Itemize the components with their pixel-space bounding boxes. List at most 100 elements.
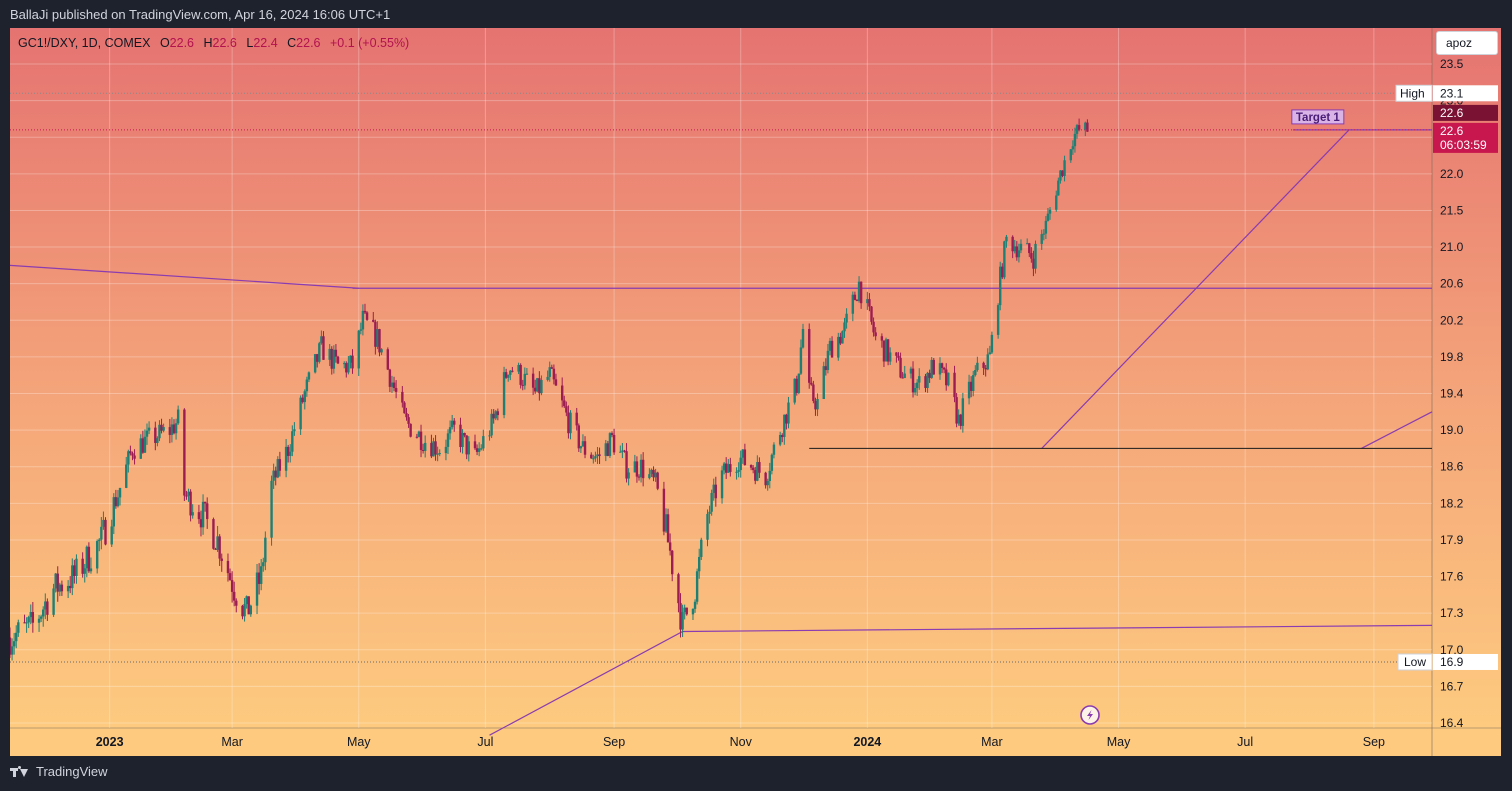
candle-body xyxy=(1019,243,1023,251)
candle-body xyxy=(1057,180,1060,196)
candle-body xyxy=(85,546,89,569)
candle-body xyxy=(421,450,425,452)
candle-body xyxy=(264,537,267,563)
candle-body xyxy=(828,340,832,351)
y-tick-label: 16.7 xyxy=(1440,679,1464,693)
candle-body xyxy=(754,470,757,481)
candle-body xyxy=(691,608,695,615)
candle-body xyxy=(563,400,566,407)
candle-body xyxy=(540,379,543,394)
candle-body xyxy=(982,362,985,368)
candle-body xyxy=(403,402,406,414)
candle-body xyxy=(343,363,346,365)
candle-body xyxy=(176,409,180,424)
candle-body xyxy=(376,329,379,347)
candle-body xyxy=(432,441,435,457)
candle-body xyxy=(459,424,462,447)
candle-body xyxy=(110,526,113,545)
candle-body xyxy=(480,448,483,450)
candle-body xyxy=(552,368,556,380)
candle-body xyxy=(334,349,338,357)
candle-body xyxy=(895,352,898,356)
candle-body xyxy=(83,568,86,574)
candle-body xyxy=(913,388,917,393)
legend-open: 22.6 xyxy=(169,36,195,50)
time-axis[interactable]: 2023 Mar May Jul Sep Nov 2024 Mar May Jul Sep xyxy=(96,735,1385,749)
candle-body xyxy=(461,432,464,447)
candle-body xyxy=(409,423,412,437)
candle-body xyxy=(81,558,84,574)
candle-body xyxy=(772,444,776,455)
candle-body xyxy=(706,513,709,540)
candle-body xyxy=(662,488,666,532)
candle-body xyxy=(679,603,682,630)
candle-body xyxy=(1040,234,1043,244)
candle-body xyxy=(496,411,500,416)
candle-body xyxy=(988,352,992,355)
price-chart[interactable]: Target 1 16.4 16.7 17.0 17.3 17.6 17.9 18.2 18.… xyxy=(10,28,1501,756)
candle-body xyxy=(415,436,419,438)
candle-body xyxy=(683,607,686,613)
legend-symbol: GC1!/DXY, 1D, COMEX xyxy=(18,36,151,50)
candle-body xyxy=(1017,250,1021,258)
candle-body xyxy=(579,446,583,449)
candle-body xyxy=(830,340,834,358)
plot-background xyxy=(10,28,1432,728)
candle-body xyxy=(1015,246,1019,258)
prev-high-tag: 22.6 xyxy=(1440,106,1464,120)
candle-body xyxy=(548,367,551,377)
candle-body xyxy=(189,491,192,516)
symbol-search-box[interactable]: apoz xyxy=(1436,31,1498,55)
candle-body xyxy=(901,377,904,379)
candle-body xyxy=(635,461,639,477)
candle-body xyxy=(565,406,568,413)
candle-body xyxy=(54,573,57,589)
price-axis[interactable]: 16.4 16.7 17.0 17.3 17.6 17.9 18.2 18.6 19.0 19.4… xyxy=(1440,57,1464,730)
candle-body xyxy=(1025,243,1029,245)
candle-body xyxy=(812,384,815,402)
candle-body xyxy=(531,373,535,388)
candle-body xyxy=(735,471,738,473)
candle-body xyxy=(1061,170,1064,176)
lightning-icon[interactable] xyxy=(1080,705,1100,725)
candle-body xyxy=(359,329,363,331)
candle-body xyxy=(145,430,149,437)
candle-body xyxy=(749,464,753,468)
candle-body xyxy=(430,442,433,457)
candle-body xyxy=(316,354,319,362)
candle-body xyxy=(98,539,101,542)
candle-body xyxy=(446,433,450,447)
candle-body xyxy=(1046,213,1050,221)
candle-body xyxy=(434,441,437,455)
candle-body xyxy=(10,646,14,655)
candle-body xyxy=(751,467,755,471)
footer-brand[interactable]: TradingView xyxy=(10,764,108,779)
candle-body xyxy=(158,424,161,439)
symbol-legend: GC1!/DXY, 1D, COMEX O22.6 H22.6 L22.4 C2… xyxy=(18,36,409,50)
candle-body xyxy=(453,420,456,425)
legend-close: 22.6 xyxy=(296,36,321,50)
prev-high-tag-bg xyxy=(1433,104,1498,121)
candle-body xyxy=(450,420,454,428)
trend-line xyxy=(682,624,1433,633)
candle-body xyxy=(75,558,78,577)
candle-body xyxy=(671,550,674,575)
candle-body xyxy=(947,372,950,386)
time-axis-background xyxy=(10,728,1501,756)
candle-body xyxy=(131,453,134,456)
candle-body xyxy=(845,313,848,323)
candle-body xyxy=(218,536,221,559)
candle-body xyxy=(504,372,508,378)
candle-body xyxy=(276,459,279,478)
candle-body xyxy=(274,470,277,478)
candle-body xyxy=(160,424,163,431)
candle-body xyxy=(502,372,506,416)
drawing-layer[interactable]: Target 1 xyxy=(10,92,1433,736)
candle-body xyxy=(623,450,626,452)
candle-body xyxy=(262,562,265,567)
candle-body xyxy=(884,339,888,362)
candle-body xyxy=(303,391,306,403)
candle-body xyxy=(990,334,994,353)
candle-body xyxy=(313,354,317,373)
candle-body xyxy=(583,441,587,455)
